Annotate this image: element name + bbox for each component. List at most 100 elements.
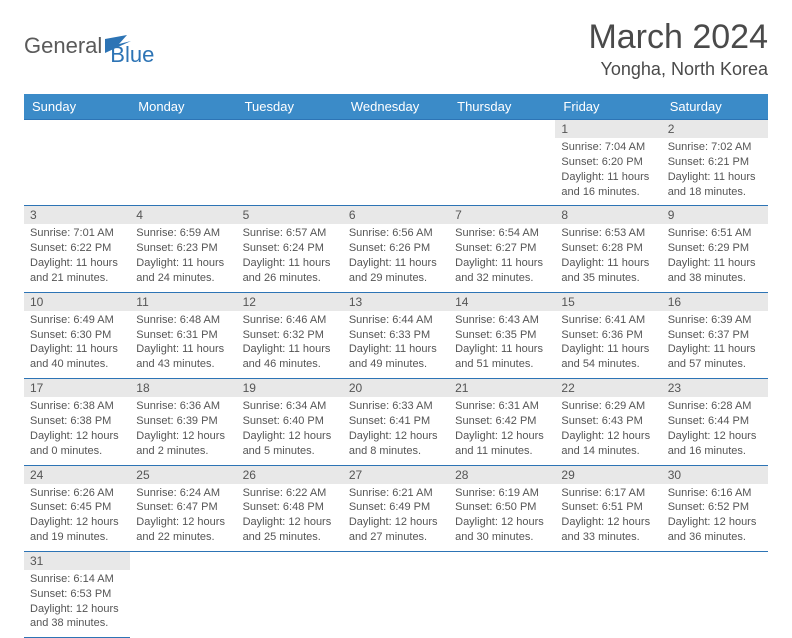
sunrise-text: Sunrise: 6:56 AM (349, 226, 443, 241)
daylight-text: Daylight: 11 hours and 32 minutes. (455, 256, 549, 286)
daylight-text: Daylight: 12 hours and 2 minutes. (136, 429, 230, 459)
sunset-text: Sunset: 6:50 PM (455, 500, 549, 515)
sunset-text: Sunset: 6:47 PM (136, 500, 230, 515)
sunrise-text: Sunrise: 6:48 AM (136, 313, 230, 328)
sunrise-text: Sunrise: 6:16 AM (668, 486, 762, 501)
sunrise-text: Sunrise: 6:29 AM (561, 399, 655, 414)
day-detail-cell: Sunrise: 6:56 AMSunset: 6:26 PMDaylight:… (343, 224, 449, 292)
sunrise-text: Sunrise: 6:21 AM (349, 486, 443, 501)
sunset-text: Sunset: 6:49 PM (349, 500, 443, 515)
day-number-cell: 26 (237, 465, 343, 484)
day-number-cell (449, 551, 555, 570)
daylight-text: Daylight: 11 hours and 35 minutes. (561, 256, 655, 286)
sunset-text: Sunset: 6:20 PM (561, 155, 655, 170)
daylight-text: Daylight: 12 hours and 36 minutes. (668, 515, 762, 545)
day-number-cell: 23 (662, 379, 768, 398)
logo-text-blue: Blue (110, 24, 154, 68)
sunrise-text: Sunrise: 7:01 AM (30, 226, 124, 241)
day-detail-cell (449, 570, 555, 638)
day-number-cell: 6 (343, 206, 449, 225)
weekday-header-row: SundayMondayTuesdayWednesdayThursdayFrid… (24, 94, 768, 120)
day-number-cell (555, 551, 661, 570)
daylight-text: Daylight: 12 hours and 38 minutes. (30, 602, 124, 632)
day-detail-cell (449, 138, 555, 206)
day-number-row: 10111213141516 (24, 292, 768, 311)
day-number-cell: 16 (662, 292, 768, 311)
sunset-text: Sunset: 6:26 PM (349, 241, 443, 256)
day-detail-cell (555, 570, 661, 638)
daylight-text: Daylight: 12 hours and 22 minutes. (136, 515, 230, 545)
sunrise-text: Sunrise: 6:43 AM (455, 313, 549, 328)
calendar-table: SundayMondayTuesdayWednesdayThursdayFrid… (24, 94, 768, 638)
sunset-text: Sunset: 6:32 PM (243, 328, 337, 343)
daylight-text: Daylight: 12 hours and 33 minutes. (561, 515, 655, 545)
day-detail-cell (343, 570, 449, 638)
day-detail-cell: Sunrise: 6:59 AMSunset: 6:23 PMDaylight:… (130, 224, 236, 292)
day-detail-cell: Sunrise: 6:48 AMSunset: 6:31 PMDaylight:… (130, 311, 236, 379)
day-number-cell: 12 (237, 292, 343, 311)
day-detail-row: Sunrise: 7:01 AMSunset: 6:22 PM Daylight:… (24, 224, 768, 292)
daylight-text: Daylight: 12 hours and 0 minutes. (30, 429, 124, 459)
day-detail-cell (24, 138, 130, 206)
weekday-header: Monday (130, 94, 236, 120)
weekday-header: Sunday (24, 94, 130, 120)
sunrise-text: Sunrise: 6:33 AM (349, 399, 443, 414)
sunrise-text: Sunrise: 6:46 AM (243, 313, 337, 328)
day-number-cell: 18 (130, 379, 236, 398)
daylight-text: Daylight: 12 hours and 27 minutes. (349, 515, 443, 545)
day-number-cell: 27 (343, 465, 449, 484)
sunset-text: Sunset: 6:48 PM (243, 500, 337, 515)
day-detail-cell: Sunrise: 6:29 AMSunset: 6:43 PMDaylight:… (555, 397, 661, 465)
day-number-cell: 1 (555, 120, 661, 139)
day-detail-cell: Sunrise: 6:36 AMSunset: 6:39 PMDaylight:… (130, 397, 236, 465)
day-detail-row: Sunrise: 7:04 AMSunset: 6:20 PMDaylight:… (24, 138, 768, 206)
day-number-cell: 31 (24, 551, 130, 570)
day-number-row: 31 (24, 551, 768, 570)
day-detail-cell: Sunrise: 6:24 AMSunset: 6:47 PMDaylight:… (130, 484, 236, 552)
daylight-text: Daylight: 11 hours and 49 minutes. (349, 342, 443, 372)
sunset-text: Sunset: 6:41 PM (349, 414, 443, 429)
day-detail-cell: Sunrise: 6:51 AMSunset: 6:29 PMDaylight:… (662, 224, 768, 292)
day-number-row: 24252627282930 (24, 465, 768, 484)
day-detail-cell (237, 570, 343, 638)
sunset-text: Sunset: 6:42 PM (455, 414, 549, 429)
sunrise-text: Sunrise: 6:36 AM (136, 399, 230, 414)
daylight-text: Daylight: 12 hours and 5 minutes. (243, 429, 337, 459)
day-number-cell: 29 (555, 465, 661, 484)
day-detail-cell (130, 570, 236, 638)
day-number-cell: 30 (662, 465, 768, 484)
day-detail-cell: Sunrise: 7:02 AMSunset: 6:21 PMDaylight:… (662, 138, 768, 206)
daylight-text: Daylight: 12 hours and 30 minutes. (455, 515, 549, 545)
day-detail-cell (662, 570, 768, 638)
day-detail-cell: Sunrise: 6:34 AMSunset: 6:40 PMDaylight:… (237, 397, 343, 465)
day-number-cell: 22 (555, 379, 661, 398)
sunrise-text: Sunrise: 6:51 AM (668, 226, 762, 241)
day-detail-cell (130, 138, 236, 206)
sunset-text: Sunset: 6:39 PM (136, 414, 230, 429)
day-detail-row: Sunrise: 6:38 AMSunset: 6:38 PMDaylight:… (24, 397, 768, 465)
day-number-cell: 20 (343, 379, 449, 398)
weekday-header: Friday (555, 94, 661, 120)
sunset-text: Sunset: 6:44 PM (668, 414, 762, 429)
sunset-text: Sunset: 6:22 PM (30, 241, 124, 256)
sunset-text: Sunset: 6:23 PM (136, 241, 230, 256)
day-number-cell (237, 551, 343, 570)
sunset-text: Sunset: 6:31 PM (136, 328, 230, 343)
calendar-body: 12Sunrise: 7:04 AMSunset: 6:20 PMDayligh… (24, 120, 768, 638)
day-number-cell: 19 (237, 379, 343, 398)
sunrise-text: Sunrise: 6:31 AM (455, 399, 549, 414)
weekday-header: Tuesday (237, 94, 343, 120)
sunset-text: Sunset: 6:33 PM (349, 328, 443, 343)
sunrise-text: Sunrise: 6:24 AM (136, 486, 230, 501)
daylight-text: Daylight: 11 hours and 43 minutes. (136, 342, 230, 372)
sunrise-text: Sunrise: 6:34 AM (243, 399, 337, 414)
sunset-text: Sunset: 6:24 PM (243, 241, 337, 256)
sunset-text: Sunset: 6:51 PM (561, 500, 655, 515)
day-detail-cell: Sunrise: 6:49 AMSunset: 6:30 PMDaylight:… (24, 311, 130, 379)
day-number-cell: 24 (24, 465, 130, 484)
day-detail-row: Sunrise: 6:26 AMSunset: 6:45 PMDaylight:… (24, 484, 768, 552)
location-label: Yongha, North Korea (588, 59, 768, 80)
sunrise-text: Sunrise: 7:04 AM (561, 140, 655, 155)
day-number-cell: 11 (130, 292, 236, 311)
daylight-text: Daylight: 11 hours and 54 minutes. (561, 342, 655, 372)
